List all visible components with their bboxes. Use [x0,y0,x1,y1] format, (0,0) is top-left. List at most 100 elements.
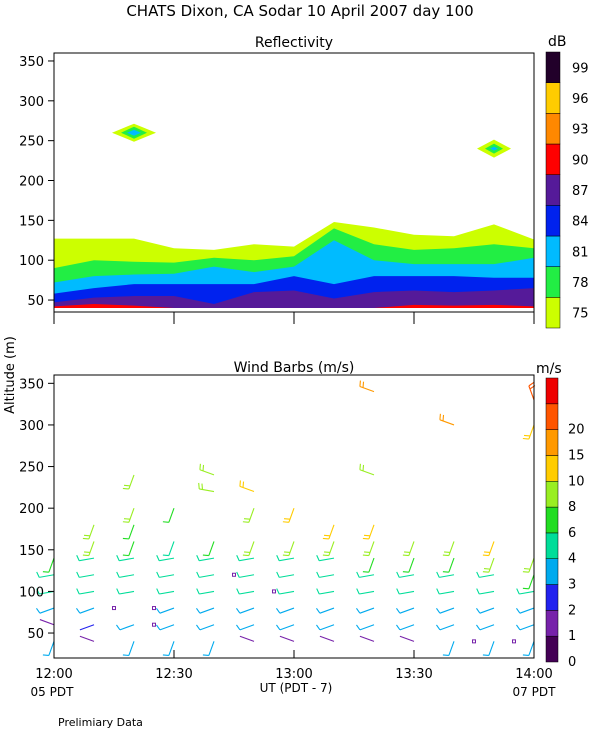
reflectivity-x-ticks [53,312,535,324]
wind-barb-staff [88,541,95,556]
wind-barb [122,641,135,656]
wind-barb-staff [128,524,135,540]
wind-barb-feather [442,654,449,656]
wind-barb-staff [439,574,455,578]
wind-barb [362,557,375,573]
wind-barb-feather [156,571,160,578]
wind-barb [276,624,295,631]
wind-barb-staff [359,624,375,631]
reflectivity-colorbar-swatch-96 [545,82,561,114]
wind-barb-staff [239,574,255,578]
wind-barb-staff [199,574,215,578]
wind-barb-staff [368,557,375,573]
wind-barb-staff [39,574,55,578]
wind-barb-staff [168,641,175,656]
wind-colorbar-label: 20 [568,423,585,438]
wind-colorbar-swatch [545,455,559,482]
wind-barb-feather [483,551,491,554]
wind-barb-feather [476,624,481,631]
wind-y-axis: 50 100 150 200 250 300 350 [19,377,54,642]
wind-colorbar-label: 2 [568,603,576,618]
wind-barb-feather [363,534,371,537]
wind-barb-staff [48,641,55,656]
wind-barb [316,588,335,595]
wind-barb-feather [356,588,360,595]
wind-barb-feather [156,607,161,614]
wind-barb [156,571,175,578]
wind-barb [356,607,375,614]
wind-barb-staff [279,607,295,614]
wind-colorbar-label: 0 [568,655,576,670]
wind-barb-feather [156,624,161,631]
reflectivity-blob-0-level-81 [127,129,141,136]
figure-title: CHATS Dixon, CA Sodar 10 April 2007 day … [126,2,473,20]
wind-colorbar-swatch [545,506,559,534]
reflectivity-colorbar-label: 75 [572,307,589,322]
wind-barb-feather [196,607,201,614]
wind-barb-staff [159,557,175,562]
wind-barb-feather [522,437,529,440]
wind-barb-feather [196,588,200,595]
wind-barb-feather [76,571,80,578]
wind-colorbar-label: 1 [568,629,576,644]
wind-barb [196,624,215,631]
wind-barb-feather [116,571,120,578]
wind-barb-feather [162,654,169,656]
wind-barb [76,607,95,614]
wind-barb-feather [476,607,481,614]
wind-barb-staff [448,557,455,573]
wind-barb-feather [356,607,361,614]
wind-barb [82,541,95,557]
wind-barb-staff [408,541,415,556]
wind-barb-feather [482,654,489,656]
wind-barb [42,641,55,656]
wind-barb-staff [319,574,335,578]
wind-barb-feather [36,588,40,595]
calm-marker [472,639,476,644]
wind-speed-colorbar: 0 1 2 3 4 6 8 10 15 20 [545,377,585,670]
wind-barb-feather [82,537,89,540]
wind-barb [236,607,255,614]
wind-barb-staff [239,624,255,631]
wind-barb-staff [79,557,95,562]
wind-barb [236,571,255,578]
wind-y-tick-label: 350 [19,377,44,392]
wind-barb-feather [242,521,249,523]
wind-barb-staff [359,469,375,476]
wind-barb [522,557,535,573]
wind-y-tick-label: 100 [19,585,44,600]
wind-barb [242,541,255,557]
wind-barb-feather [439,413,441,420]
wind-barb-staff [399,635,415,642]
wind-barb [156,588,175,595]
wind-barb [402,557,415,573]
calm-marker [512,639,516,644]
wind-colorbar-swatch [545,377,559,405]
wind-barb [359,635,375,642]
wind-barb-staff [519,590,535,595]
wind-barb-staff [528,641,535,656]
wind-barb-feather [359,463,361,470]
wind-barb [39,619,55,626]
wind-barb-staff [519,607,535,614]
wind-barb-feather [236,555,240,561]
wind-barb-feather [402,571,409,573]
reflectivity-colorbar-label: 87 [572,184,589,199]
wind-barb-feather [323,534,331,537]
reflectivity-title: Reflectivity [255,35,333,51]
wind-barb [319,635,335,642]
wind-barb-staff [399,590,415,595]
wind-barb-feather [276,607,281,614]
wind-barb [162,641,175,656]
wind-barb-staff [279,574,295,578]
wind-barb-staff [279,557,295,562]
wind-barb [436,588,455,595]
wind-barb-staff [519,624,535,631]
wind-barb [359,380,375,393]
wind-barb [359,463,375,476]
wind-barb-staff [39,619,55,626]
wind-barb [439,413,455,426]
wind-barb-feather [362,464,365,471]
wind-barb-feather [476,588,480,595]
